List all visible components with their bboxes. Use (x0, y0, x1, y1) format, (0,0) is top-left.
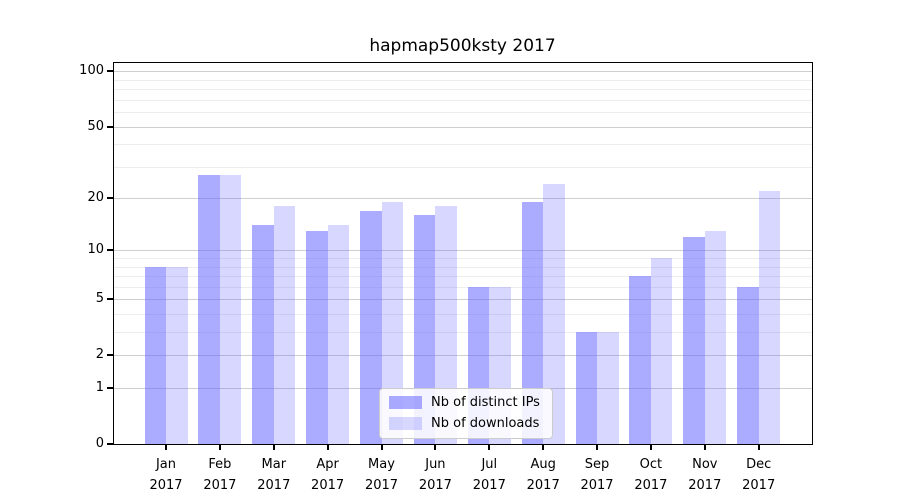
legend-item-distinct-ips: Nb of distinct IPs (389, 395, 540, 410)
bar-ips-mar (252, 225, 274, 444)
y-tick-label-0: 0 (95, 436, 104, 451)
bar-ips-nov (683, 236, 705, 444)
legend-label-distinct-ips: Nb of distinct IPs (431, 395, 540, 410)
y-axis-tick-1 (107, 387, 113, 389)
y-axis-tick-0 (107, 443, 113, 445)
y-axis-tick-100 (107, 70, 113, 73)
bar-downloads-apr (327, 225, 350, 444)
gridline-minor-7 (114, 276, 812, 278)
x-axis-tick-jan (165, 445, 167, 450)
bar-downloads-may (381, 202, 403, 444)
gridline-minor-60 (114, 112, 812, 114)
x-tick-label-aug: Aug 2017 (526, 457, 560, 493)
legend-swatch-downloads-icon (389, 417, 422, 430)
x-tick-label-oct: Oct 2017 (634, 457, 668, 493)
gridline-minor-9 (114, 258, 812, 260)
y-tick-label-5: 5 (95, 291, 104, 307)
gridline-minor-80 (114, 89, 812, 91)
bar-downloads-dec (758, 190, 781, 444)
legend-item-downloads: Nb of downloads (389, 416, 540, 431)
x-axis-tick-apr (326, 445, 329, 450)
legend: Nb of distinct IPs Nb of downloads (379, 388, 553, 439)
bar-downloads-jan (166, 266, 188, 444)
bar-ips-may (360, 210, 382, 444)
y-axis-tick-20 (107, 197, 113, 200)
x-tick-label-may: May 2017 (364, 457, 399, 493)
y-tick-label-2: 2 (95, 347, 104, 363)
x-axis-tick-sep (596, 445, 598, 450)
y-tick-label-1: 1 (95, 380, 104, 395)
x-tick-label-jul: Jul 2017 (472, 457, 506, 493)
gridline-major-2 (114, 355, 812, 357)
x-tick-label-dec: Dec 2017 (742, 457, 776, 493)
x-tick-label-jan: Jan 2017 (149, 457, 183, 493)
gridline-minor-40 (114, 144, 812, 146)
y-axis-tick-50 (107, 125, 113, 128)
gridline-minor-30 (114, 166, 812, 168)
x-axis-tick-may (380, 445, 383, 450)
plot-area: 0 1 2 5 10 20 50 100 Jan 2017 Feb 2017 Mar 2017 Apr… (79, 62, 813, 493)
y-tick-label-100: 100 (79, 63, 104, 79)
x-axis-tick-nov (703, 445, 706, 450)
gridline-minor-90 (114, 79, 812, 81)
y-tick-label-50: 50 (87, 118, 104, 134)
x-tick-label-apr: Apr 2017 (311, 457, 345, 493)
gridline-major-20 (114, 198, 812, 200)
bar-downloads-jun (435, 206, 457, 444)
gridline-major-100 (114, 71, 812, 73)
bar-downloads-feb (219, 175, 242, 444)
bar-ips-oct (629, 276, 651, 444)
bar-ips-jun (413, 215, 436, 444)
bar-ips-apr (306, 230, 328, 444)
y-axis-tick-10 (107, 249, 113, 252)
x-axis-tick-jun (434, 445, 437, 450)
x-axis-tick-aug (542, 445, 545, 450)
x-tick-label-nov: Nov 2017 (688, 457, 722, 493)
gridline-minor-3 (114, 332, 812, 334)
bar-downloads-mar (273, 206, 296, 444)
x-tick-label-mar: Mar 2017 (257, 457, 291, 493)
chart-title: hapmap500ksty 2017 (369, 36, 556, 56)
bar-downloads-nov (704, 230, 727, 444)
gridline-major-10 (114, 250, 812, 252)
gridline-minor-4 (114, 314, 812, 316)
x-axis-tick-mar (272, 445, 275, 450)
gridline-minor-8 (114, 266, 812, 268)
x-axis-tick-feb (218, 445, 221, 450)
bar-ips-dec (737, 286, 759, 444)
y-axis-tick-5 (107, 298, 113, 301)
bar-downloads-aug (543, 184, 565, 444)
gridline-major-50 (114, 126, 812, 128)
gridline-minor-70 (114, 99, 812, 101)
x-tick-label-jun: Jun 2017 (418, 457, 452, 493)
legend-swatch-ips-icon (389, 396, 422, 409)
y-tick-label-10: 10 (87, 242, 104, 258)
bar-ips-feb (198, 175, 220, 444)
bar-ips-sep (575, 332, 597, 444)
x-axis-tick-dec (757, 445, 760, 450)
gridline-minor-6 (114, 286, 812, 288)
gridline-major-5 (114, 299, 812, 301)
x-tick-label-feb: Feb 2017 (203, 457, 237, 493)
x-axis-tick-oct (649, 445, 652, 450)
legend-label-downloads: Nb of downloads (431, 416, 540, 431)
x-axis-tick-jul (488, 445, 491, 450)
y-axis-tick-2 (107, 354, 113, 357)
bar-ips-jan (144, 266, 166, 444)
y-tick-label-20: 20 (87, 190, 104, 206)
bar-downloads-oct (650, 258, 673, 444)
x-tick-label-sep: Sep 2017 (580, 457, 614, 493)
bar-downloads-sep (597, 332, 619, 444)
bar-ips-aug (521, 202, 544, 444)
